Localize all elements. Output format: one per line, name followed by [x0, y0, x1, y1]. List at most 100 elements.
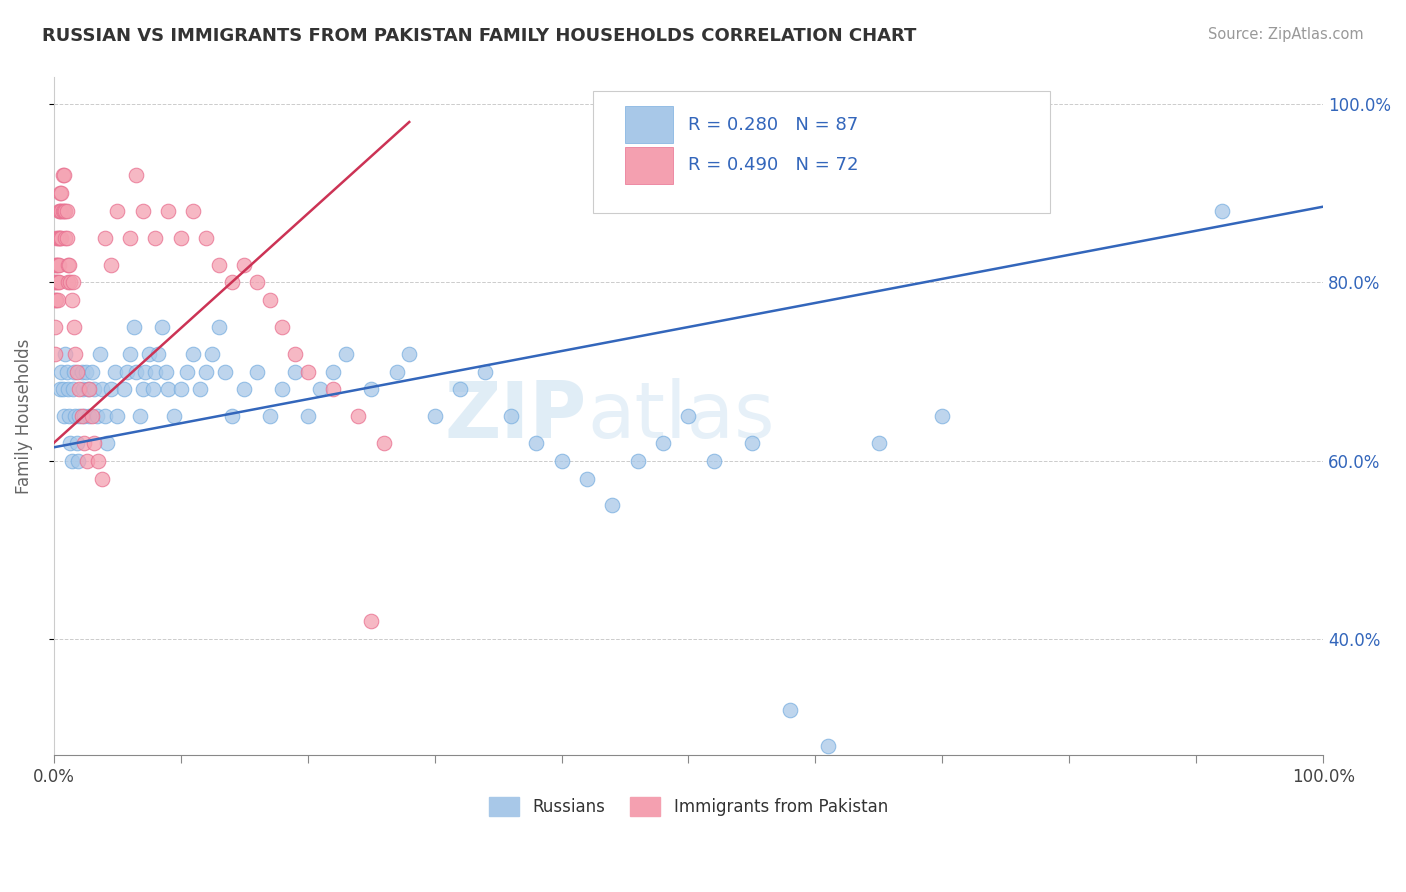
- Point: [62, 276, 84, 290]
- Text: R = 0.280   N = 87: R = 0.280 N = 87: [689, 116, 859, 134]
- Point: [575, 471, 598, 485]
- Point: [201, 347, 224, 361]
- Point: [70, 409, 93, 423]
- Point: [53, 409, 76, 423]
- Point: [259, 409, 281, 423]
- Point: [100, 383, 122, 397]
- Point: [76, 453, 98, 467]
- Point: [53, 204, 76, 219]
- Point: [46, 231, 69, 245]
- Point: [131, 383, 153, 397]
- Point: [125, 169, 148, 183]
- Point: [70, 365, 93, 379]
- Point: [157, 204, 180, 219]
- Point: [678, 409, 700, 423]
- Point: [322, 365, 344, 379]
- Point: [170, 231, 193, 245]
- Point: [208, 320, 231, 334]
- Point: [49, 231, 72, 245]
- Point: [214, 365, 236, 379]
- Point: [297, 365, 319, 379]
- Point: [183, 347, 205, 361]
- Point: [62, 383, 84, 397]
- Point: [360, 383, 382, 397]
- FancyBboxPatch shape: [593, 91, 1050, 213]
- Point: [131, 204, 153, 219]
- Point: [259, 293, 281, 308]
- Point: [233, 258, 256, 272]
- Text: R = 0.490   N = 72: R = 0.490 N = 72: [689, 156, 859, 175]
- Point: [79, 383, 101, 397]
- Point: [65, 409, 87, 423]
- Point: [51, 365, 73, 379]
- Point: [58, 258, 80, 272]
- Point: [741, 435, 763, 450]
- Point: [138, 347, 160, 361]
- Point: [49, 383, 72, 397]
- Point: [91, 471, 114, 485]
- Point: [83, 383, 105, 397]
- Point: [145, 231, 167, 245]
- Point: [627, 453, 650, 467]
- Text: ZIP: ZIP: [444, 378, 586, 454]
- Point: [63, 365, 86, 379]
- Point: [63, 320, 86, 334]
- Point: [75, 365, 97, 379]
- Point: [155, 365, 177, 379]
- Point: [46, 293, 69, 308]
- Point: [170, 383, 193, 397]
- Point: [45, 258, 67, 272]
- Point: [118, 231, 141, 245]
- Point: [398, 347, 420, 361]
- Point: [208, 258, 231, 272]
- Point: [524, 435, 547, 450]
- Point: [146, 347, 169, 361]
- Point: [55, 231, 77, 245]
- Point: [1211, 204, 1233, 219]
- Point: [96, 435, 118, 450]
- Point: [59, 435, 82, 450]
- Point: [703, 453, 725, 467]
- Point: [150, 320, 173, 334]
- Point: [44, 276, 66, 290]
- Point: [73, 409, 96, 423]
- Point: [87, 453, 110, 467]
- Point: [233, 383, 256, 397]
- Point: [134, 365, 156, 379]
- Text: Source: ZipAtlas.com: Source: ZipAtlas.com: [1208, 27, 1364, 42]
- Point: [499, 409, 522, 423]
- Point: [157, 383, 180, 397]
- Point: [45, 293, 67, 308]
- Point: [66, 453, 89, 467]
- Y-axis label: Family Households: Family Households: [15, 338, 32, 494]
- Text: atlas: atlas: [586, 378, 775, 454]
- Point: [86, 409, 108, 423]
- Point: [931, 409, 953, 423]
- Legend: Russians, Immigrants from Pakistan: Russians, Immigrants from Pakistan: [482, 790, 894, 822]
- Point: [284, 347, 307, 361]
- Point: [652, 435, 675, 450]
- Point: [176, 365, 198, 379]
- Point: [67, 383, 90, 397]
- Point: [221, 276, 243, 290]
- Point: [129, 409, 152, 423]
- Point: [449, 383, 471, 397]
- Point: [66, 435, 89, 450]
- Point: [360, 614, 382, 628]
- Point: [118, 347, 141, 361]
- Point: [52, 383, 75, 397]
- Point: [91, 383, 114, 397]
- Point: [48, 231, 70, 245]
- Point: [51, 204, 73, 219]
- Point: [66, 365, 89, 379]
- Point: [105, 204, 128, 219]
- Point: [77, 383, 100, 397]
- Point: [49, 186, 72, 201]
- Point: [117, 365, 139, 379]
- Point: [145, 365, 167, 379]
- Point: [56, 383, 79, 397]
- Point: [53, 169, 76, 183]
- Point: [779, 703, 801, 717]
- Point: [183, 204, 205, 219]
- Point: [142, 383, 165, 397]
